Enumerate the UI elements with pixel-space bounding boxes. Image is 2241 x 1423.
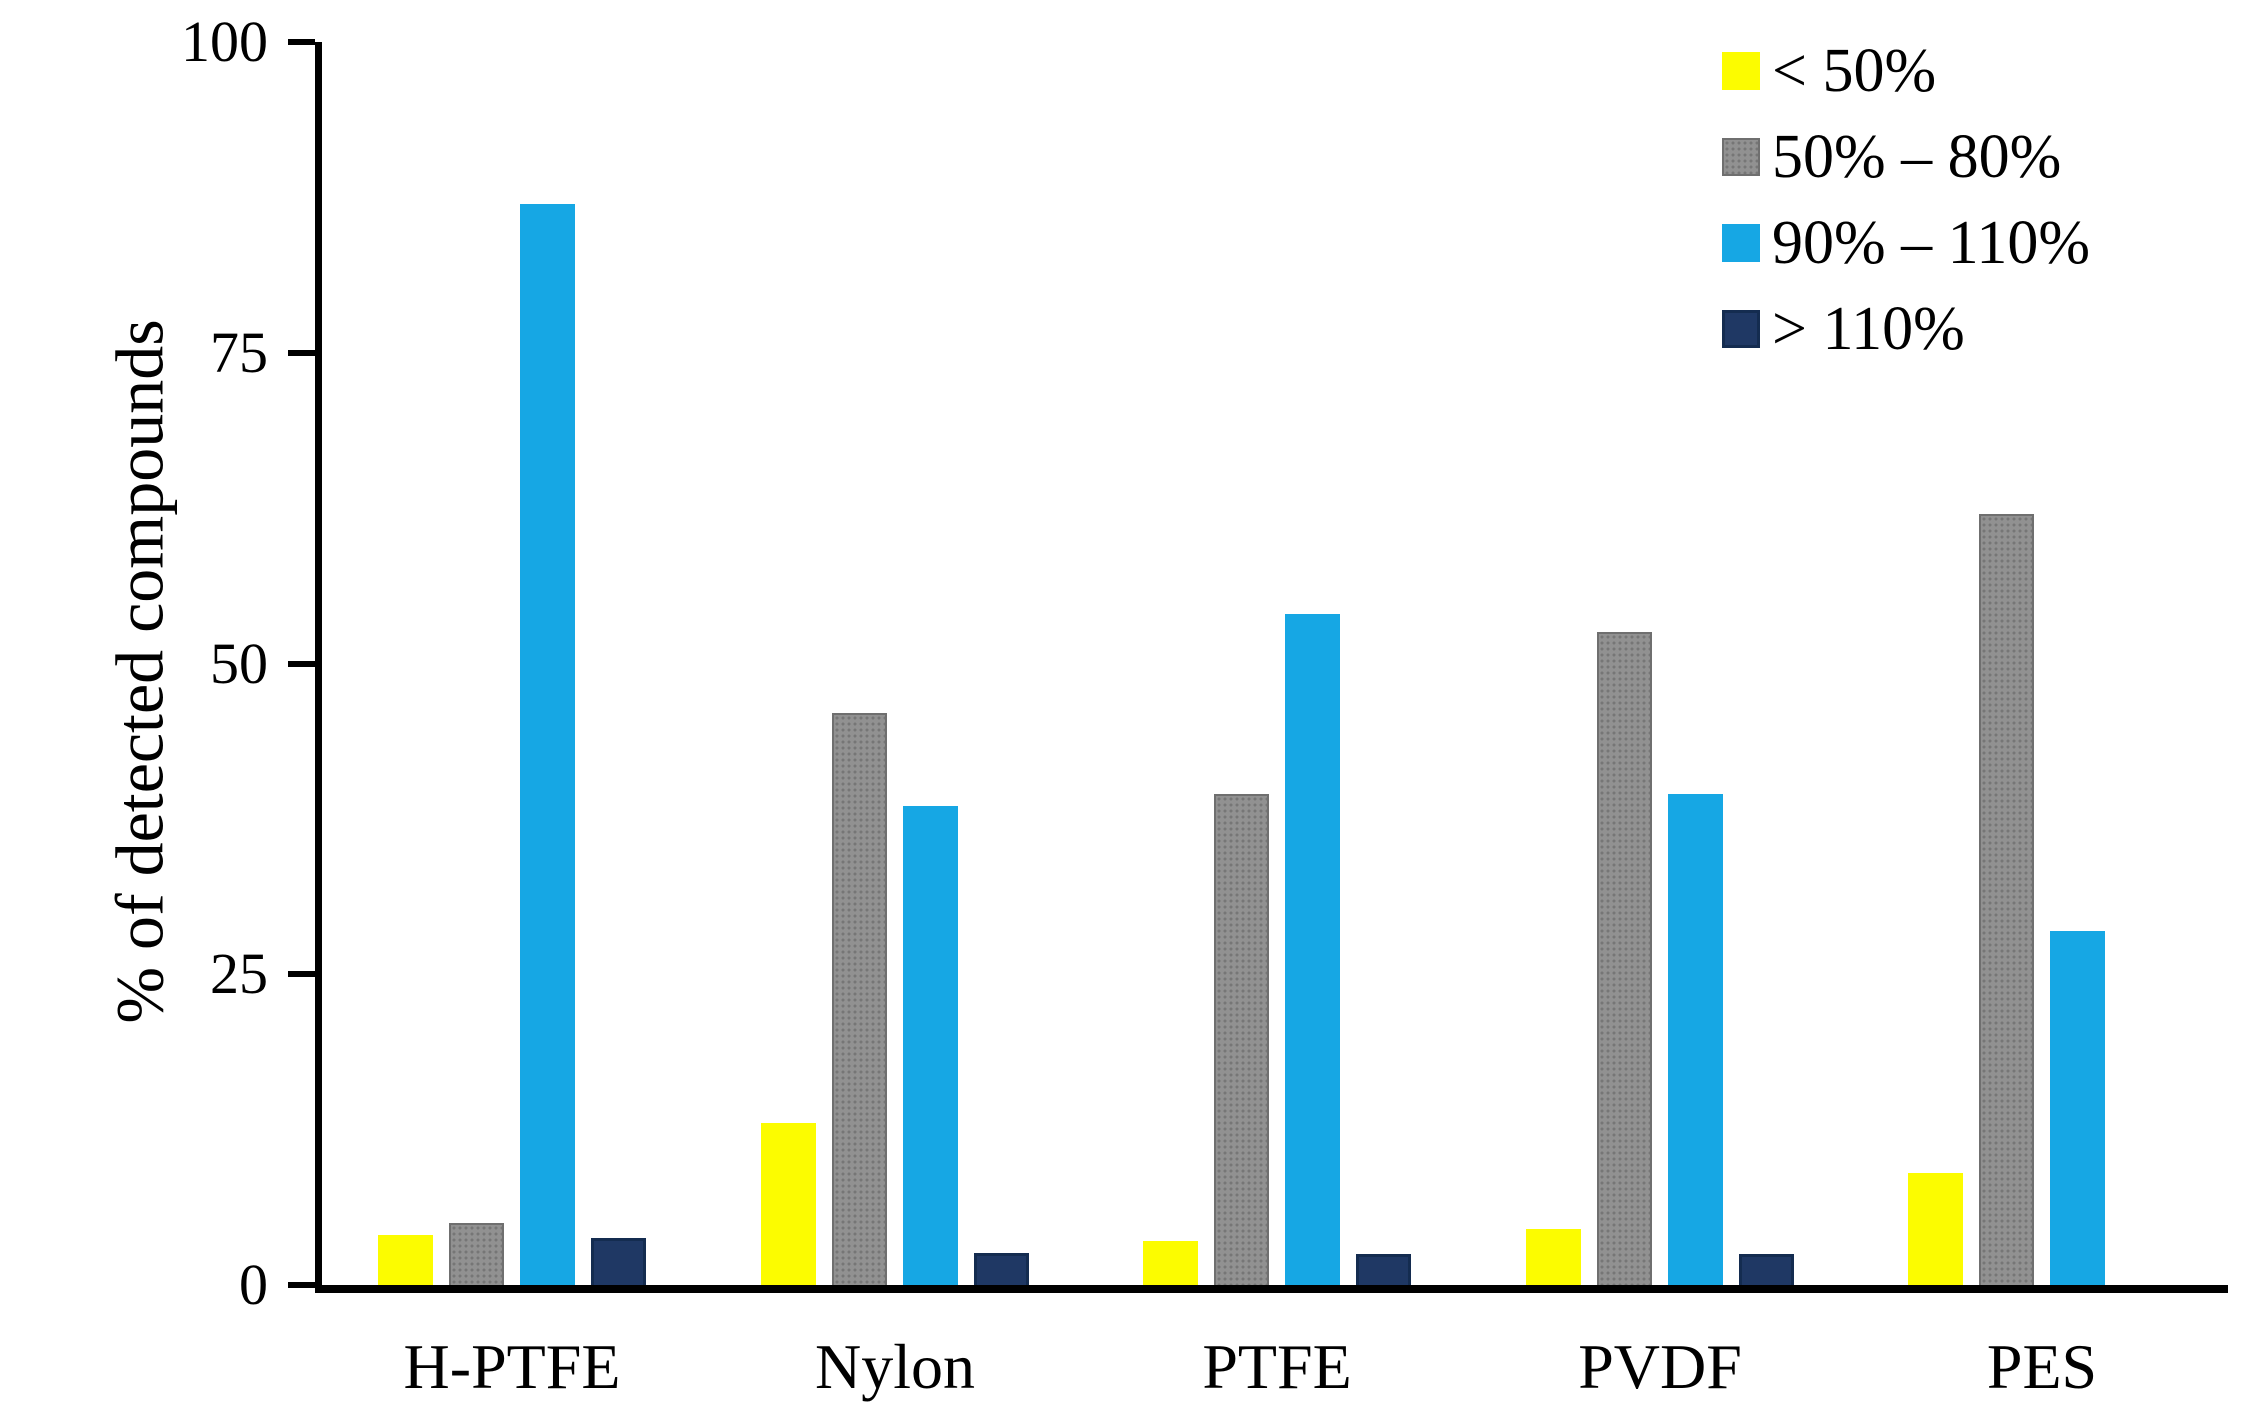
y-tick: [288, 660, 315, 667]
bar-PES-< 50%: [1908, 1173, 1963, 1285]
bar-PVDF-< 50%: [1526, 1229, 1581, 1285]
bar-H-PTFE-90% – 110%: [520, 203, 575, 1285]
x-category-label-PES: PES: [1986, 1331, 2098, 1402]
bar-PES-90% – 110%: [2050, 930, 2105, 1285]
legend-item-50-80: 50% – 80%: [1722, 124, 2090, 190]
bar-Nylon-< 50%: [761, 1123, 816, 1285]
bar-PTFE-90% – 110%: [1285, 613, 1340, 1285]
x-category-label-PTFE: PTFE: [1202, 1331, 1352, 1402]
y-tick-label: 100: [181, 9, 268, 74]
y-tick: [288, 349, 315, 356]
y-tick-label: 25: [210, 941, 268, 1007]
bar-H-PTFE-> 110%: [591, 1237, 646, 1285]
y-tick: [288, 1282, 315, 1288]
y-tick: [288, 971, 315, 978]
bar-PES-50% – 80%: [1979, 514, 2034, 1285]
bar-Nylon-> 110%: [974, 1252, 1029, 1285]
legend-label-lt-50: < 50%: [1772, 37, 1937, 105]
bar-PTFE-> 110%: [1356, 1253, 1411, 1285]
y-tick-label: 50: [210, 630, 268, 696]
x-category-label-Nylon: Nylon: [815, 1331, 975, 1402]
bar-PVDF-50% – 80%: [1597, 632, 1652, 1285]
legend-swatch-50-80-icon: [1722, 138, 1760, 176]
legend-item-gt-110: > 110%: [1722, 296, 2090, 362]
legend-item-90-110: 90% – 110%: [1722, 210, 2090, 276]
bar-H-PTFE-50% – 80%: [449, 1222, 504, 1285]
y-tick-label: 75: [210, 319, 268, 385]
bar-Nylon-90% – 110%: [903, 806, 958, 1285]
legend-swatch-90-110-icon: [1722, 224, 1760, 262]
bar-H-PTFE-< 50%: [378, 1235, 433, 1285]
bar-PVDF-90% – 110%: [1668, 794, 1723, 1285]
bar-PTFE-50% – 80%: [1214, 794, 1269, 1285]
y-tick: [288, 39, 315, 45]
y-tick-label: 0: [239, 1252, 268, 1317]
legend-swatch-gt-110-icon: [1722, 310, 1760, 348]
bar-Nylon-50% – 80%: [832, 713, 887, 1285]
x-category-label-H-PTFE: H-PTFE: [403, 1331, 621, 1402]
x-axis-line: [315, 1285, 2228, 1293]
legend-label-50-80: 50% – 80%: [1772, 123, 2062, 191]
legend-item-lt-50: < 50%: [1722, 38, 2090, 104]
bar-PTFE-< 50%: [1143, 1241, 1198, 1285]
legend-label-90-110: 90% – 110%: [1772, 209, 2090, 277]
x-category-label-PVDF: PVDF: [1578, 1331, 1742, 1402]
y-axis-line: [315, 42, 322, 1293]
legend-swatch-lt-50-icon: [1722, 52, 1760, 90]
bar-PVDF-> 110%: [1739, 1253, 1794, 1285]
legend: < 50% 50% – 80% 90% – 110% > 110%: [1722, 38, 2090, 362]
legend-label-gt-110: > 110%: [1772, 295, 1965, 363]
